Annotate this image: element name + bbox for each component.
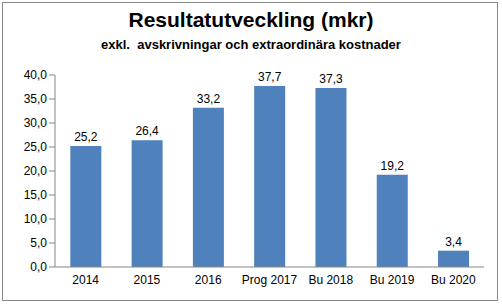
- svg-text:3,4: 3,4: [445, 235, 462, 249]
- svg-text:30,0: 30,0: [24, 116, 48, 130]
- html-text:exkl. avskrivningar och extrao: exkl. avskrivningar och extraordinära ko…: [101, 37, 401, 52]
- svg-text:15,0: 15,0: [24, 188, 48, 202]
- svg-text:Bu 2020: Bu 2020: [431, 273, 476, 287]
- svg-text:0,0: 0,0: [30, 260, 47, 274]
- svg-text:25,2: 25,2: [74, 130, 98, 144]
- svg-text:2014: 2014: [72, 273, 99, 287]
- svg-text:Prog 2017: Prog 2017: [242, 273, 298, 287]
- svg-text:19,2: 19,2: [381, 159, 405, 173]
- svg-text:2016: 2016: [195, 273, 222, 287]
- html-text:Resultatutveckling (mkr): Resultatutveckling (mkr): [128, 8, 374, 31]
- svg-text:37,7: 37,7: [258, 70, 282, 84]
- svg-text:33,2: 33,2: [197, 92, 221, 106]
- svg-text:Bu 2019: Bu 2019: [370, 273, 415, 287]
- svg-text:40,0: 40,0: [24, 68, 48, 82]
- svg-text:Bu 2018: Bu 2018: [308, 273, 353, 287]
- svg-text:26,4: 26,4: [135, 124, 159, 138]
- svg-text:37,3: 37,3: [319, 72, 343, 86]
- svg-text:2015: 2015: [134, 273, 161, 287]
- svg-text:10,0: 10,0: [24, 212, 48, 226]
- svg-text:5,0: 5,0: [30, 236, 47, 250]
- svg-text:25,0: 25,0: [24, 140, 48, 154]
- svg-text:20,0: 20,0: [24, 164, 48, 178]
- svg-text:35,0: 35,0: [24, 92, 48, 106]
